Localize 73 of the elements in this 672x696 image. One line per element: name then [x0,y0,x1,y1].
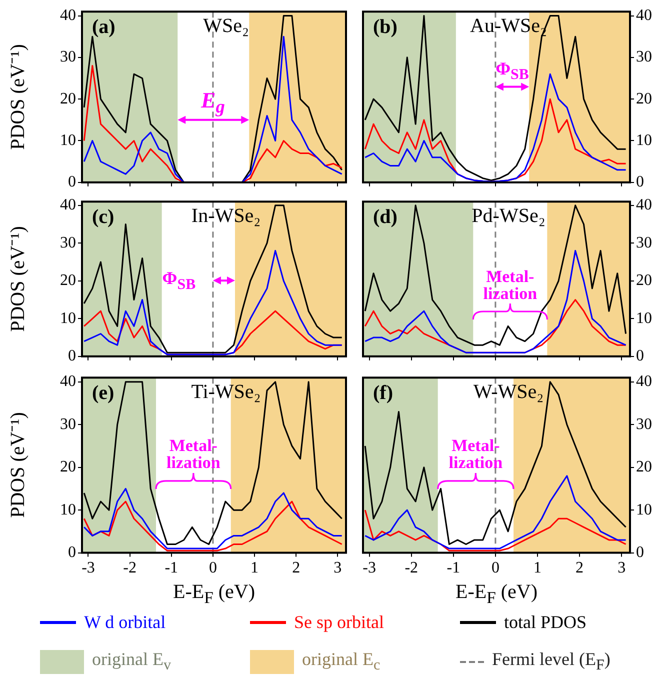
y-tick-label: 20 [636,458,652,476]
annotation: (b) [373,16,398,38]
y-tick-label: 30 [60,416,76,433]
annotation: (d) [373,206,398,228]
annotation: Metal- lization [483,266,538,302]
y-tick-label: 40 [636,373,652,390]
y-tick-label: 0 [636,544,644,562]
chart-title: W-WSe₂ [473,380,544,403]
chart-title: WSe₂ [203,14,249,37]
y-tick-label: 20 [60,272,76,290]
chart-title: Au-WSe₂ [470,14,547,37]
y-tick-label: 20 [60,90,76,108]
y-tick-label: 10 [636,310,652,327]
x-tick-label: -3 [82,560,95,577]
y-tick-label: 0 [636,348,644,365]
y-tick-label: 20 [636,272,652,290]
x-tick-label: -1 [164,560,178,577]
y-tick-label: 10 [60,501,76,518]
y-tick-label: 30 [60,48,76,66]
annotation: Metal- lization [166,436,220,472]
annotation: (a) [92,16,116,38]
x-tick-label: 3 [334,560,342,577]
annotation: Φ$_{SB}$ [162,268,196,292]
chart-title: Ti-WSe₂ [191,380,261,403]
y-tick-label: 10 [636,501,652,518]
legend-label: Se sp orbital [294,612,384,633]
x-tick-label: 2 [292,560,300,577]
x-tick-label: -2 [404,560,418,577]
chart-title: In-WSe₂ [191,204,261,227]
y-tick-label: 0 [68,348,76,365]
x-tick-label: 2 [576,560,584,577]
legend-label: original E$_{c}$ [302,649,380,675]
legend-label: original E$_{v}$ [92,649,171,675]
x-tick-label: -1 [446,560,460,577]
x-axis-title: E-E$_{F}$ (eV) [173,581,255,607]
x-tick-label: 1 [533,560,542,577]
y-tick-label: 0 [68,174,76,191]
y-axis-title: PDOS (eV⁻¹) [7,44,29,150]
x-tick-label: 0 [208,560,217,577]
x-tick-label: -2 [123,560,136,577]
x-tick-label: 1 [250,560,259,577]
y-axis-title: PDOS (eV⁻¹) [7,226,29,332]
y-tick-label: 40 [636,6,652,24]
annotation: (f) [373,382,393,404]
y-tick-label: 0 [68,544,76,562]
y-tick-label: 30 [636,48,652,66]
y-tick-label: 40 [60,6,76,24]
legend-label: total PDOS [504,612,587,633]
y-tick-label: 30 [636,234,652,252]
y-tick-label: 10 [60,132,76,149]
y-tick-label: 40 [60,196,76,214]
annotation: E$_{g}$ [201,87,225,117]
y-tick-label: 30 [60,234,76,252]
legend-label: Fermi level (E$_{F}$) [492,649,610,675]
annotation: (e) [92,382,114,404]
annotation: Metal- lization [448,436,503,472]
y-tick-label: 10 [636,132,652,149]
y-tick-label: 40 [60,373,76,390]
y-tick-label: 0 [636,174,644,191]
y-tick-label: 30 [636,416,652,433]
y-axis-title: PDOS (eV⁻¹) [7,412,29,518]
legend-label: W d orbital [84,612,166,633]
annotation: Φ$_{SB}$ [496,58,529,83]
x-tick-label: -3 [362,560,376,577]
x-tick-label: 3 [618,560,626,577]
x-axis-title: E-E$_{F}$ (eV) [456,581,538,607]
y-tick-label: 40 [636,196,652,214]
y-tick-label: 20 [60,458,76,476]
chart-title: Pd-WSe₂ [472,204,546,227]
y-tick-label: 10 [60,310,76,327]
annotation: (c) [92,206,114,228]
x-tick-label: 0 [491,560,500,577]
y-tick-label: 20 [636,90,652,108]
